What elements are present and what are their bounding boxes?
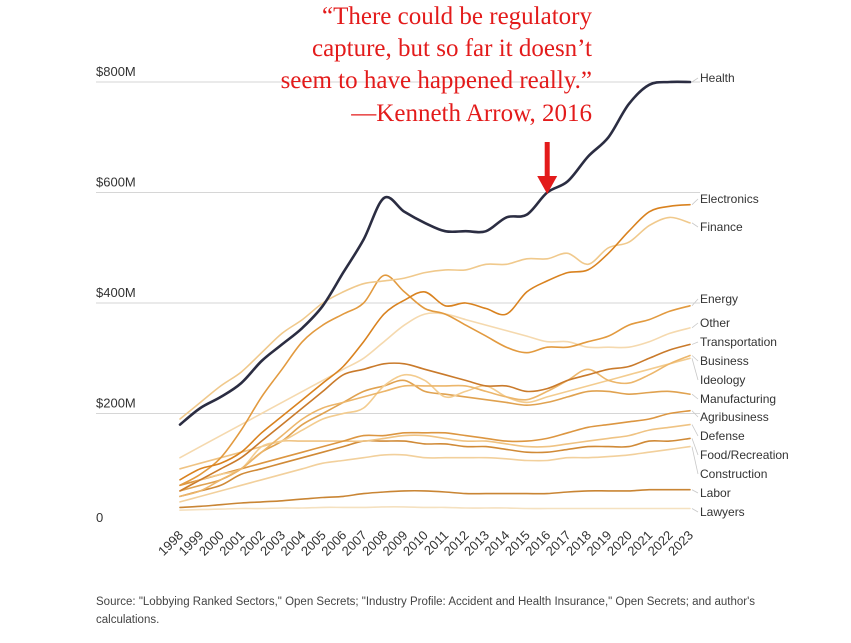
- leader-line: [691, 222, 699, 228]
- y-axis-ticks: $800M $600M $400M $200M 0: [96, 64, 136, 525]
- quote-line: “There could be regulatory: [322, 3, 593, 30]
- y-tick-label: $800M: [96, 64, 136, 79]
- series-label: Labor: [700, 486, 731, 500]
- leader-line: [691, 358, 699, 381]
- leader-line: [691, 322, 699, 329]
- y-tick-label: 0: [96, 510, 103, 525]
- series-line-electronics: [179, 203, 691, 481]
- leader-line: [691, 424, 699, 437]
- series-label: Electronics: [700, 192, 759, 206]
- label-leader-lines: [691, 77, 699, 513]
- series-lines: [178, 80, 692, 511]
- series-label: Transportation: [700, 335, 777, 349]
- leader-line: [691, 355, 699, 362]
- series-line-energy: [179, 274, 691, 487]
- y-tick-label: $600M: [96, 175, 136, 190]
- y-tick-label: $400M: [96, 285, 136, 300]
- series-label: Business: [700, 354, 749, 368]
- series-line-labor: [179, 488, 691, 509]
- series-line-business: [179, 354, 691, 498]
- series-label: Energy: [700, 292, 738, 306]
- series-line-ideology: [179, 357, 691, 492]
- series-label: Defense: [700, 429, 745, 443]
- series-label: Ideology: [700, 373, 745, 387]
- series-label: Agribusiness: [700, 410, 769, 424]
- series-line-finance: [179, 216, 691, 420]
- x-axis-ticks: 1998199920002001200220032004200520062007…: [155, 528, 696, 559]
- leader-line: [691, 438, 699, 456]
- quote-line: capture, but so far it doesn’t: [312, 35, 592, 62]
- leader-line: [691, 446, 699, 475]
- quote-line: —Kenneth Arrow, 2016: [350, 100, 592, 127]
- series-labels: Health Electronics Finance Energy Other Trans…: [700, 71, 789, 519]
- series-line-food-recreation: [179, 437, 691, 498]
- leader-line: [691, 198, 699, 205]
- series-line-construction: [179, 445, 691, 503]
- series-line-other: [179, 312, 691, 459]
- series-label: Food/Recreation: [700, 448, 789, 462]
- leader-line: [691, 341, 699, 345]
- series-line-manufacturing: [179, 379, 691, 492]
- annotation-arrow-head: [537, 176, 558, 194]
- quote-line: seem to have happened really.”: [281, 67, 592, 94]
- series-label: Lawyers: [700, 505, 745, 519]
- leader-line: [691, 77, 699, 83]
- series-label: Other: [700, 316, 730, 330]
- leader-line: [691, 508, 699, 513]
- leader-line: [691, 489, 699, 494]
- source-note: Source: "Lobbying Ranked Sectors," Open …: [96, 596, 756, 626]
- leader-line: [691, 298, 699, 307]
- leader-line: [691, 410, 699, 418]
- series-label: Health: [700, 71, 735, 85]
- leader-line: [691, 393, 699, 400]
- series-line-lawyers: [179, 506, 691, 511]
- series-label: Finance: [700, 220, 743, 234]
- quote-annotation: “There could be regulatory capture, but s…: [281, 3, 593, 194]
- series-label: Construction: [700, 467, 767, 481]
- series-line-health: [178, 80, 692, 426]
- y-tick-label: $200M: [96, 396, 136, 411]
- series-line-transportation: [179, 343, 691, 492]
- series-label: Manufacturing: [700, 392, 776, 406]
- series-line-agribusiness: [179, 409, 691, 487]
